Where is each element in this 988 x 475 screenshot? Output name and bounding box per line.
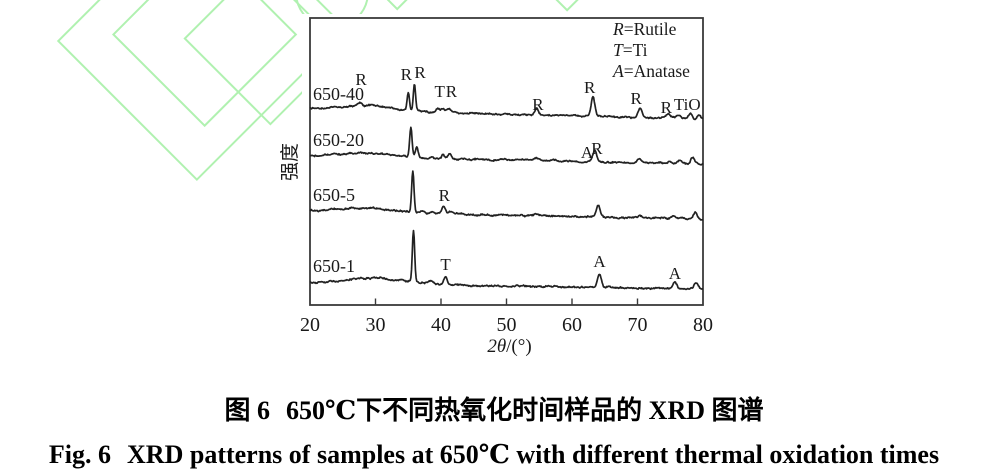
x-tick-label: 50 bbox=[497, 314, 517, 336]
peak-label: R bbox=[661, 98, 673, 117]
y-axis-title: 强度 bbox=[279, 143, 301, 181]
peak-label: T bbox=[440, 255, 451, 274]
caption-english: Fig. 6 XRD patterns of samples at 650℃ wi… bbox=[0, 440, 988, 470]
series-label-650-5: 650-5 bbox=[313, 185, 355, 205]
peak-label: T bbox=[434, 82, 445, 101]
caption-en-text: XRD patterns of samples at 650℃ with dif… bbox=[127, 440, 940, 469]
peak-label: R bbox=[446, 82, 458, 101]
peak-label: R bbox=[532, 95, 544, 114]
caption-zh-text: 650℃下不同热氧化时间样品的 XRD 图谱 bbox=[286, 396, 764, 425]
xrd-curve-650-20 bbox=[309, 126, 704, 166]
xrd-curve-650-5 bbox=[309, 170, 704, 221]
legend-entry: R=Rutile bbox=[612, 19, 677, 39]
series-label-650-20: 650-20 bbox=[313, 130, 364, 150]
x-axis-title: 2θ/(°) bbox=[487, 336, 531, 357]
x-tick-label: 30 bbox=[366, 314, 386, 336]
peak-label: R bbox=[414, 63, 426, 82]
plot-frame bbox=[309, 17, 704, 306]
xrd-curve-650-1 bbox=[309, 229, 704, 291]
x-tick-label: 20 bbox=[300, 314, 320, 336]
peak-label: R bbox=[401, 65, 413, 84]
x-tick-label: 80 bbox=[693, 314, 713, 336]
peak-label: A bbox=[669, 264, 682, 283]
caption-en-label: Fig. 6 bbox=[48, 440, 112, 469]
legend-entry: A=Anatase bbox=[612, 61, 690, 81]
caption-zh-label: 图 6 bbox=[224, 396, 271, 425]
caption-chinese: 图 6 650℃下不同热氧化时间样品的 XRD 图谱 bbox=[0, 390, 988, 427]
x-tick-label: 60 bbox=[562, 314, 582, 336]
peak-label: R bbox=[584, 78, 596, 97]
peak-label: R bbox=[439, 186, 451, 205]
legend-entry: T=Ti bbox=[613, 40, 648, 60]
x-tick-label: 70 bbox=[628, 314, 648, 336]
x-tick-label: 40 bbox=[431, 314, 451, 336]
series-label-650-1: 650-1 bbox=[313, 256, 355, 276]
series-label-650-40: 650-40 bbox=[313, 84, 364, 104]
peak-label: R bbox=[631, 89, 643, 108]
peak-label: R bbox=[355, 70, 367, 89]
peak-label: A bbox=[593, 252, 606, 271]
peak-label: A bbox=[581, 143, 594, 162]
xrd-curve-650-40 bbox=[309, 83, 704, 121]
peak-label: TiO bbox=[674, 95, 701, 114]
peak-label: R bbox=[591, 139, 603, 158]
